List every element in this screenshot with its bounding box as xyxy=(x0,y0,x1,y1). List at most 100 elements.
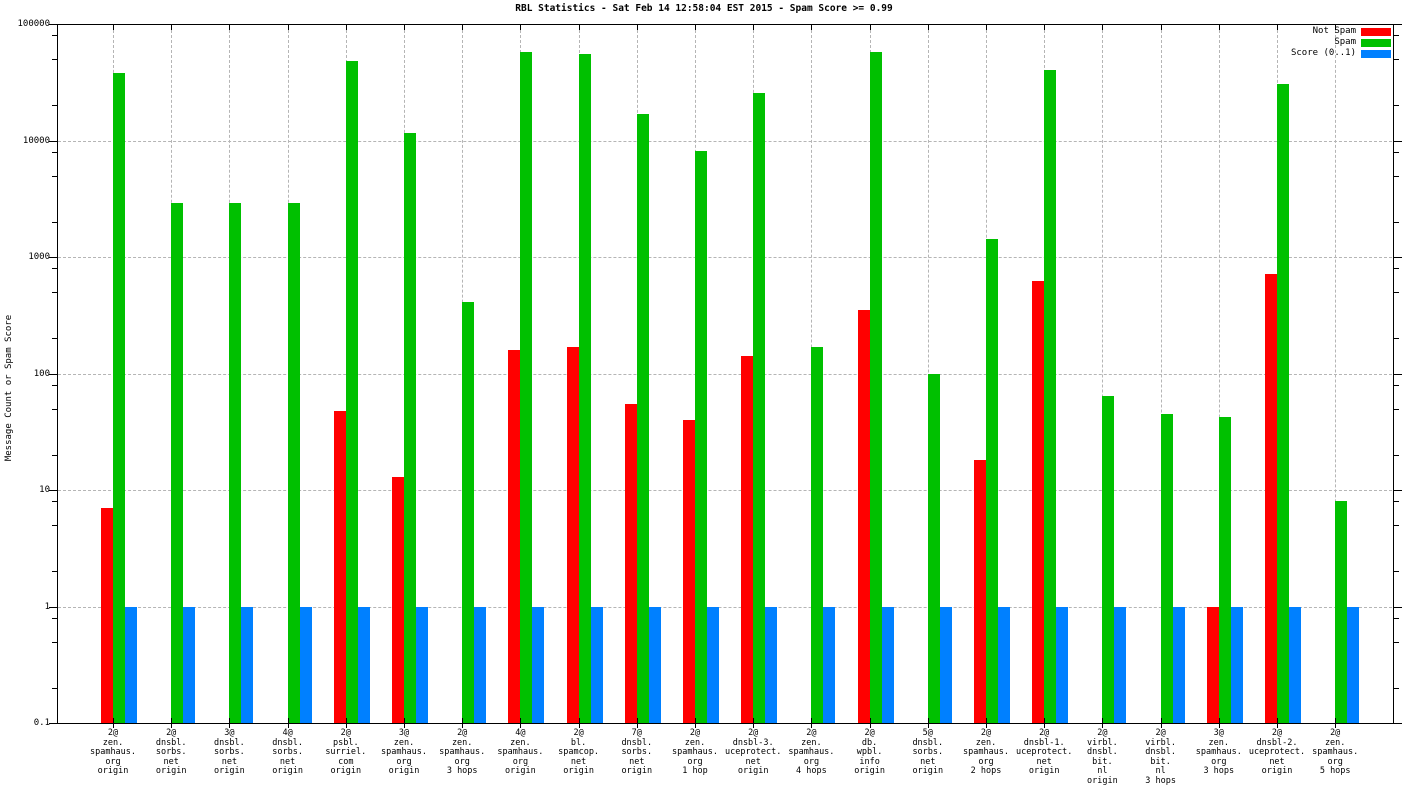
x-tick-label: 2@ psbl. surriel. com origin xyxy=(308,728,384,777)
y-minor-tick xyxy=(1394,59,1399,61)
y-major-tick xyxy=(49,723,57,724)
x-tick-label-line: 2@ xyxy=(689,728,701,738)
x-tick-label-line: 2 hops xyxy=(970,766,1002,776)
x-tick-label-line: 2@ xyxy=(573,728,584,738)
x-tick-bottom xyxy=(1218,718,1220,728)
x-tick-bottom xyxy=(578,718,580,728)
bar-spam xyxy=(345,61,358,723)
bar-not-spam xyxy=(974,460,986,723)
bar-not-spam xyxy=(392,476,404,723)
x-tick-top xyxy=(113,24,114,30)
x-tick-bottom xyxy=(869,718,871,728)
x-tick-label-line: origin xyxy=(621,766,653,776)
x-tick-label: 2@ zen. spamhaus. org 3 hops xyxy=(424,728,500,777)
y-minor-tick xyxy=(52,571,57,573)
y-minor-tick xyxy=(52,338,57,340)
x-tick-label-line: 4 hops xyxy=(796,766,827,776)
bar-not-spam xyxy=(333,410,346,723)
legend-swatch-score xyxy=(1361,49,1391,58)
x-tick-label-line: spamhaus. xyxy=(1195,747,1242,757)
bar-score xyxy=(1172,606,1185,723)
bar-not-spam xyxy=(508,349,521,723)
x-tick-label-line: org xyxy=(396,756,412,767)
x-tick-label-line: 2@ xyxy=(864,728,875,738)
x-tick-label-line: zen. xyxy=(1208,737,1230,748)
y-minor-tick xyxy=(52,35,57,37)
x-tick-top xyxy=(927,24,929,30)
y-minor-tick xyxy=(1394,338,1399,340)
legend-entry-score: Score (0..1) xyxy=(1291,49,1391,58)
bar-not-spam xyxy=(624,403,637,723)
x-tick-top xyxy=(869,24,871,30)
x-tick-label: 7@ dnsbl. sorbs. net origin xyxy=(599,728,675,777)
x-tick-label-line: origin xyxy=(563,766,594,776)
x-tick-label-line: 4@ xyxy=(282,728,293,738)
y-minor-tick xyxy=(52,59,57,61)
y-minor-tick xyxy=(1394,292,1399,294)
x-tick-label: 2@ db. wpbl. info origin xyxy=(832,728,908,777)
x-tick-top xyxy=(753,24,755,30)
x-tick-label: 2@ dnsbl-1. uceprotect. net origin xyxy=(1006,728,1082,777)
y-major-tick xyxy=(1394,373,1402,375)
legend-entry-spam: Spam xyxy=(1334,38,1391,47)
y-major-tick xyxy=(49,490,57,491)
v-gridline xyxy=(1160,25,1162,722)
x-tick-top xyxy=(462,24,464,30)
y-minor-tick xyxy=(1394,408,1399,410)
x-tick-label-line: uceprotect. xyxy=(1248,747,1306,757)
x-tick-label-line: bit. xyxy=(1092,756,1113,767)
bar-spam xyxy=(1335,501,1348,723)
y-tick-label: 0.1 xyxy=(33,718,50,728)
x-tick-label-line: sorbs. xyxy=(621,747,653,757)
x-tick-label-line: zen. xyxy=(975,737,997,748)
legend-label-not-spam: Not Spam xyxy=(1312,26,1356,36)
y-major-tick xyxy=(49,140,57,142)
x-tick-label-line: dnsbl. xyxy=(1087,747,1118,757)
bar-not-spam xyxy=(741,356,754,723)
bar-score xyxy=(823,606,836,723)
y-tick-label: 1 xyxy=(44,601,50,612)
x-tick-top xyxy=(287,24,289,30)
bar-not-spam xyxy=(683,419,695,723)
x-tick-label-line: origin xyxy=(854,766,885,776)
x-tick-label-line: info xyxy=(859,756,880,767)
x-tick-label: 4@ dnsbl. sorbs. net origin xyxy=(250,728,326,777)
bar-spam xyxy=(578,54,591,723)
x-tick-label-line: origin xyxy=(272,766,303,776)
x-tick-bottom xyxy=(229,718,231,728)
x-tick-label-line: org xyxy=(803,756,820,767)
x-tick-bottom xyxy=(345,718,347,728)
x-tick-label-line: dnsbl-3. xyxy=(732,737,774,748)
plot-border xyxy=(57,24,1394,724)
x-tick-label-line: origin xyxy=(388,766,420,776)
bar-spam xyxy=(636,113,649,723)
x-tick-label-line: spamhaus. xyxy=(1312,747,1359,757)
y-minor-tick xyxy=(52,292,57,294)
h-gridline xyxy=(58,257,1392,258)
v-gridline xyxy=(1335,25,1337,722)
x-tick-label-line: 2@ xyxy=(1155,728,1166,738)
x-tick-label: 3@ zen. spamhaus. org origin xyxy=(366,728,442,777)
x-tick-label-line: org xyxy=(687,756,703,767)
x-tick-label: 2@ zen. spamhaus. org 2 hops xyxy=(948,728,1024,777)
h-gridline xyxy=(58,140,1392,142)
x-tick-label-line: psbl. xyxy=(333,737,359,748)
x-tick-label-line: spamhaus. xyxy=(439,747,486,757)
x-tick-bottom xyxy=(113,718,114,728)
x-tick-top xyxy=(1044,24,1046,30)
x-tick-label-line: origin xyxy=(330,766,362,776)
legend-label-score: Score (0..1) xyxy=(1290,48,1356,58)
h-gridline xyxy=(58,373,1392,375)
x-tick-label: 2@ zen. spamhaus. org 5 hops xyxy=(1297,728,1373,777)
x-tick-label-line: zen. xyxy=(684,737,706,748)
x-tick-label-line: spamhaus. xyxy=(497,747,544,757)
bar-spam xyxy=(927,373,940,723)
x-tick-label: 2@ zen. spamhaus. org 4 hops xyxy=(773,728,849,777)
bar-spam xyxy=(287,203,300,723)
legend-swatch-spam xyxy=(1361,38,1391,47)
y-major-tick xyxy=(49,373,57,375)
x-tick-label: 3@ dnsbl. sorbs. net origin xyxy=(191,728,267,777)
y-minor-tick xyxy=(52,221,57,223)
chart-title: RBL Statistics - Sat Feb 14 12:58:04 EST… xyxy=(515,3,893,14)
bar-score xyxy=(474,606,487,723)
